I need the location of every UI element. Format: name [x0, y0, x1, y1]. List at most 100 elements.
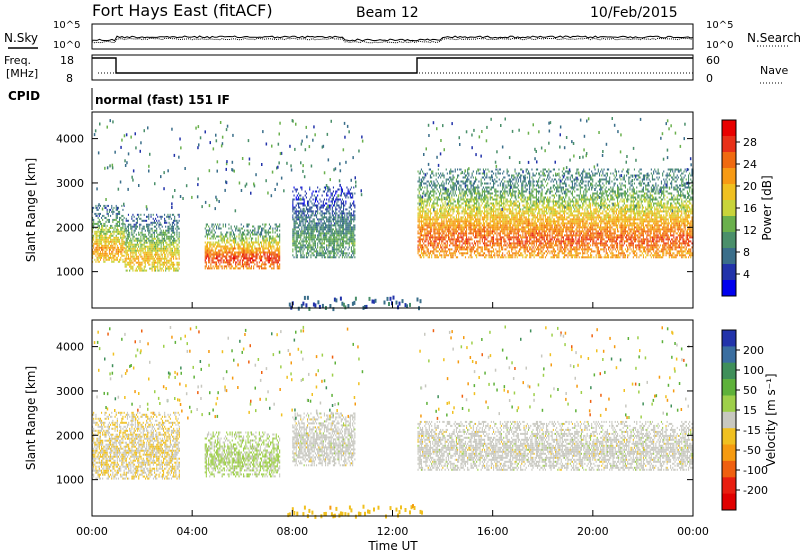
- heatmap-cell: [154, 236, 155, 238]
- heatmap-cell: [170, 260, 171, 262]
- heatmap-cell: [209, 254, 210, 256]
- heatmap-cell: [163, 246, 164, 248]
- heatmap-cell: [214, 252, 215, 254]
- heatmap-cell: [145, 266, 146, 268]
- heatmap-cell: [172, 250, 173, 252]
- heatmap-cell: [210, 250, 211, 252]
- heatmap-cell: [172, 254, 173, 256]
- heatmap-cell: [208, 232, 209, 234]
- heatmap-cell: [262, 240, 263, 242]
- heatmap-cell: [151, 240, 152, 242]
- heatmap-cell: [153, 248, 154, 250]
- heatmap-cell: [248, 244, 249, 246]
- heatmap-cell: [116, 207, 117, 209]
- heatmap-cell: [116, 259, 117, 261]
- heatmap-cell: [98, 241, 99, 243]
- heatmap-cell: [163, 264, 164, 266]
- heatmap-cell: [129, 244, 130, 246]
- heatmap-cell: [158, 224, 159, 226]
- heatmap-cell: [162, 216, 163, 218]
- heatmap-cell: [216, 256, 217, 258]
- heatmap-cell: [167, 250, 168, 252]
- heatmap-cell: [154, 254, 155, 256]
- heatmap-cell: [134, 246, 135, 248]
- heatmap-cell: [213, 259, 214, 261]
- heatmap-cell: [165, 268, 166, 270]
- heatmap-cell: [164, 250, 165, 252]
- heatmap-cell: [172, 248, 173, 250]
- heatmap-cell: [260, 257, 261, 259]
- heatmap-cell: [176, 234, 177, 236]
- heatmap-cell: [230, 236, 231, 238]
- heatmap-cell: [171, 234, 172, 236]
- heatmap-cell: [128, 224, 129, 226]
- heatmap-cell: [95, 243, 96, 245]
- heatmap-cell: [110, 241, 111, 243]
- heatmap-cell: [143, 220, 144, 222]
- heatmap-cell: [131, 234, 132, 236]
- heatmap-cell: [263, 236, 264, 238]
- heatmap-cell: [164, 222, 165, 224]
- heatmap-cell: [209, 234, 210, 236]
- heatmap-cell: [110, 253, 111, 255]
- heatmap-cell: [210, 238, 211, 240]
- heatmap-cell: [107, 247, 108, 249]
- heatmap-cell: [157, 270, 158, 272]
- heatmap-cell: [225, 244, 226, 246]
- heatmap-cell: [147, 254, 148, 256]
- heatmap-cell: [144, 234, 145, 236]
- heatmap-cell: [253, 244, 254, 246]
- heatmap-cell: [209, 252, 210, 254]
- heatmap-cell: [235, 261, 236, 263]
- heatmap-cell: [101, 227, 102, 229]
- heatmap-cell: [104, 247, 105, 249]
- heatmap-cell: [109, 249, 110, 251]
- heatmap-cell: [164, 246, 165, 248]
- heatmap-cell: [239, 248, 240, 250]
- heatmap-cell: [241, 250, 242, 252]
- heatmap-cell: [103, 205, 104, 207]
- heatmap-cell: [101, 241, 102, 243]
- heatmap-cell: [153, 262, 154, 264]
- heatmap-cell: [206, 257, 207, 259]
- heatmap-cell: [173, 238, 174, 240]
- heatmap-cell: [223, 252, 224, 254]
- heatmap-cell: [117, 217, 118, 219]
- heatmap-cell: [172, 232, 173, 234]
- heatmap-cell: [136, 234, 137, 236]
- heatmap-cell: [206, 246, 207, 248]
- heatmap-cell: [154, 220, 155, 222]
- heatmap-cell: [102, 219, 103, 221]
- heatmap-cell: [98, 231, 99, 233]
- heatmap-cell: [142, 230, 143, 232]
- heatmap-cell: [221, 240, 222, 242]
- heatmap-cell: [170, 224, 171, 226]
- heatmap-cell: [165, 222, 166, 224]
- heatmap-cell: [239, 228, 240, 230]
- heatmap-cell: [140, 232, 141, 234]
- heatmap-cell: [211, 257, 212, 259]
- heatmap-cell: [179, 242, 180, 244]
- heatmap-cell: [250, 259, 251, 261]
- heatmap-cell: [216, 248, 217, 250]
- heatmap-cell: [240, 267, 241, 269]
- heatmap-cell: [173, 262, 174, 264]
- heatmap-cell: [98, 259, 99, 261]
- heatmap-cell: [170, 250, 171, 252]
- heatmap-cell: [145, 234, 146, 236]
- heatmap-cell: [137, 266, 138, 268]
- heatmap-cell: [264, 226, 265, 228]
- heatmap-cell: [104, 205, 105, 207]
- heatmap-cell: [172, 244, 173, 246]
- heatmap-cell: [145, 230, 146, 232]
- heatmap-cell: [124, 243, 125, 245]
- heatmap-cell: [148, 226, 149, 228]
- heatmap-cell: [216, 246, 217, 248]
- heatmap-cell: [206, 248, 207, 250]
- heatmap-cell: [103, 223, 104, 225]
- heatmap-cell: [130, 266, 131, 268]
- heatmap-cell: [138, 250, 139, 252]
- heatmap-cell: [208, 250, 209, 252]
- heatmap-cell: [109, 211, 110, 213]
- heatmap-cell: [214, 226, 215, 228]
